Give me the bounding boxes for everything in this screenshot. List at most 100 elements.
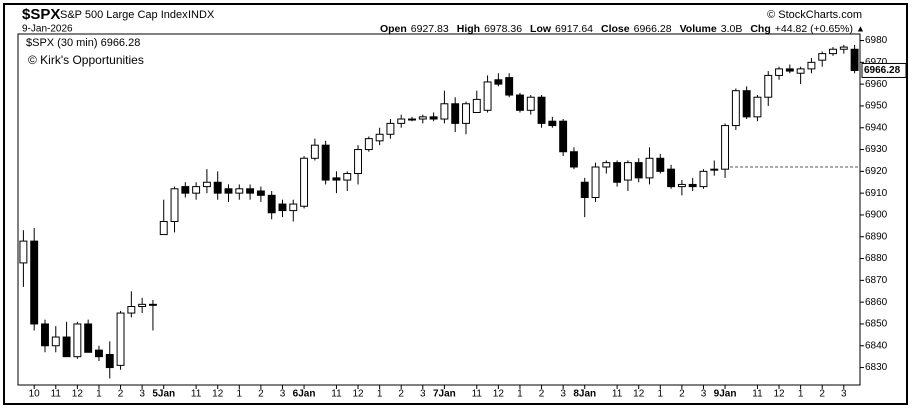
candle-body bbox=[19, 240, 28, 264]
candle-body bbox=[332, 177, 341, 181]
candle-body bbox=[289, 203, 298, 212]
candle-body bbox=[440, 103, 449, 120]
candle-body bbox=[202, 181, 211, 188]
candle-body bbox=[548, 120, 557, 127]
x-tick-label: 1 bbox=[96, 389, 102, 400]
date: 9-Jan-2026 bbox=[22, 24, 73, 35]
candle-body bbox=[148, 303, 157, 306]
candle-body bbox=[785, 68, 794, 72]
candle-body bbox=[775, 68, 783, 76]
outer-frame bbox=[3, 3, 908, 405]
x-tick-label: 12 bbox=[633, 389, 645, 400]
candle-body bbox=[418, 116, 427, 120]
y-tick-label: 6890 bbox=[865, 231, 888, 242]
change-arrow: ▲ bbox=[856, 23, 865, 33]
candle-body bbox=[591, 166, 600, 199]
candle-body bbox=[267, 194, 276, 214]
candle-body bbox=[829, 48, 837, 55]
y-tick-label: 6850 bbox=[865, 319, 888, 330]
x-tick-label: 1 bbox=[517, 389, 523, 400]
candle-body bbox=[278, 203, 287, 212]
stat-label: Low bbox=[530, 23, 552, 35]
candle-body bbox=[721, 125, 730, 170]
candle-body bbox=[850, 48, 859, 71]
x-tick-label: 2 bbox=[398, 389, 404, 400]
candle-body bbox=[537, 96, 546, 124]
stat-label: Close bbox=[601, 23, 630, 35]
candle-body bbox=[224, 188, 233, 194]
candle-body bbox=[256, 190, 265, 196]
candle-body bbox=[764, 74, 773, 98]
y-tick-label: 6940 bbox=[865, 122, 888, 133]
x-tick-label: 8Jan bbox=[573, 389, 596, 400]
x-tick-label: 12 bbox=[493, 389, 505, 400]
last-price-label: 6966.28 bbox=[864, 65, 901, 76]
y-tick-label: 6980 bbox=[865, 35, 888, 46]
legend: $SPX (30 min) 6966.28 bbox=[26, 37, 140, 49]
stat-value: 6966.28 bbox=[634, 23, 672, 35]
annotation: © Kirk's Opportunities bbox=[28, 53, 144, 67]
candle-body bbox=[310, 144, 319, 159]
candle-body bbox=[235, 188, 244, 194]
x-tick-label: 2 bbox=[539, 389, 545, 400]
candle-body bbox=[375, 133, 384, 142]
x-tick-label: 1 bbox=[798, 389, 804, 400]
x-tick-label: 11 bbox=[752, 389, 763, 400]
candle-body bbox=[159, 220, 168, 236]
last-price-box bbox=[861, 62, 907, 78]
candle-body bbox=[181, 186, 190, 194]
y-tick-label: 6870 bbox=[865, 275, 888, 286]
candle-body bbox=[753, 96, 762, 118]
candle-body bbox=[462, 103, 470, 124]
y-tick-label: 6880 bbox=[865, 253, 888, 264]
candle-body bbox=[807, 61, 816, 70]
x-tick-label: 5Jan bbox=[152, 389, 175, 400]
y-tick-label: 6960 bbox=[865, 79, 888, 90]
candle-body bbox=[170, 188, 179, 222]
stat-value: 3.0B bbox=[721, 23, 743, 35]
candle-body bbox=[699, 170, 708, 188]
candle-body bbox=[602, 162, 611, 168]
candle-body bbox=[516, 94, 524, 111]
candle-body bbox=[742, 90, 751, 118]
candle-body bbox=[95, 349, 103, 358]
candle-body bbox=[343, 173, 352, 181]
x-tick-label: 6Jan bbox=[293, 389, 316, 400]
y-tick-label: 6950 bbox=[865, 101, 888, 112]
candle-body bbox=[505, 77, 514, 96]
candle-body bbox=[677, 183, 686, 188]
x-tick-label: 12 bbox=[352, 389, 364, 400]
candle-body bbox=[710, 168, 719, 171]
security-name: S&P 500 Large Cap Index bbox=[60, 9, 188, 21]
x-tick-label: 1 bbox=[377, 389, 383, 400]
candle-body bbox=[192, 186, 201, 194]
x-tick-label: 11 bbox=[331, 389, 342, 400]
stat-value: +44.82 (+0.65%) bbox=[775, 23, 853, 35]
y-tick-label: 6910 bbox=[865, 188, 888, 199]
x-tick-label: 3 bbox=[701, 389, 707, 400]
stat-value: 6917.64 bbox=[555, 23, 593, 35]
candle-body bbox=[397, 118, 406, 124]
candle-body bbox=[30, 240, 39, 325]
candle-body bbox=[51, 336, 60, 347]
candle-body bbox=[116, 312, 125, 366]
candle-body bbox=[213, 181, 222, 194]
candle-body bbox=[667, 168, 676, 188]
stat-label: Volume bbox=[680, 23, 717, 35]
candle-body bbox=[483, 81, 492, 111]
x-tick-label: 2 bbox=[819, 389, 825, 400]
stat-value: 6978.36 bbox=[484, 23, 522, 35]
candle-body bbox=[656, 157, 665, 172]
candle-body bbox=[354, 149, 362, 175]
candle-body bbox=[580, 181, 589, 199]
candle-body bbox=[105, 353, 114, 369]
candle-body bbox=[429, 116, 438, 120]
y-tick-label: 6830 bbox=[865, 362, 888, 373]
candle-body bbox=[451, 103, 460, 124]
candle-body bbox=[613, 162, 622, 183]
candle-body bbox=[645, 157, 654, 179]
candle-body bbox=[364, 138, 373, 151]
candle-body bbox=[569, 151, 578, 168]
x-tick-label: 3 bbox=[280, 389, 286, 400]
